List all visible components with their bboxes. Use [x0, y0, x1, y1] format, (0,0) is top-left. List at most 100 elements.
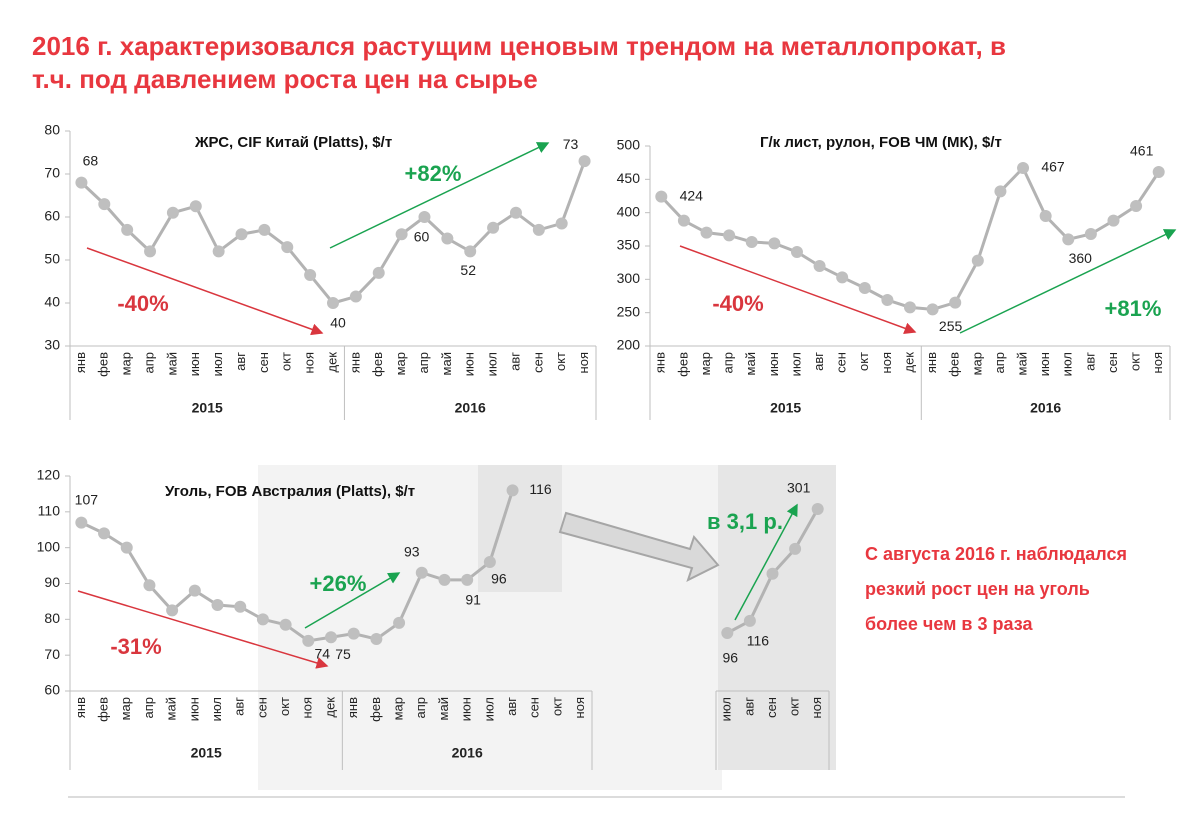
x-tick-label: янв — [653, 352, 668, 373]
data-point — [1084, 228, 1097, 240]
data-point — [395, 228, 408, 241]
y-tick-label: 500 — [617, 137, 641, 153]
data-label: 74 — [315, 646, 331, 662]
x-tick-label: июн — [459, 697, 474, 721]
y-tick-label: 250 — [617, 303, 641, 319]
y-tick-label: 40 — [44, 294, 60, 310]
x-tick-label: фев — [947, 352, 962, 377]
data-point — [166, 206, 179, 219]
data-label: 116 — [747, 633, 770, 649]
trend-arrow — [679, 245, 917, 335]
highlight-area — [718, 465, 836, 770]
data-point — [555, 217, 568, 230]
data-label: 96 — [491, 571, 507, 587]
x-tick-label: фев — [96, 352, 111, 377]
x-tick-label: авг — [232, 697, 247, 716]
x-tick-label: янв — [73, 697, 88, 718]
x-tick-label: апр — [141, 352, 156, 374]
data-point — [120, 541, 133, 554]
x-tick-label: июн — [462, 352, 477, 376]
slide-title: т.ч. под давлением роста цен на сырье — [32, 64, 538, 94]
x-tick-label: янв — [73, 352, 88, 373]
data-label: 360 — [1069, 250, 1093, 266]
y-tick-label: 110 — [38, 503, 61, 519]
data-point — [789, 542, 802, 555]
data-point — [813, 260, 826, 272]
y-tick-label: 90 — [44, 574, 60, 590]
data-label: 116 — [529, 481, 552, 497]
y-tick-label: 70 — [44, 165, 60, 181]
data-point — [234, 600, 247, 613]
data-point — [304, 269, 317, 282]
data-point — [723, 229, 736, 242]
x-tick-label: июн — [1037, 352, 1052, 376]
x-tick-label: авг — [1082, 352, 1097, 371]
data-point — [281, 241, 294, 254]
y-tick-label: 450 — [617, 170, 641, 186]
data-point — [279, 618, 292, 631]
y-tick-label: 80 — [44, 122, 60, 138]
highlight-area — [478, 465, 562, 592]
data-point — [743, 614, 756, 627]
data-point — [904, 301, 916, 314]
slide-title: 2016 г. характеризовался растущим ценовы… — [32, 31, 1006, 61]
x-tick-label: июл — [719, 697, 734, 721]
trend-arrow — [304, 572, 401, 629]
y-tick-label: 120 — [37, 467, 61, 483]
trend-arrow — [77, 590, 329, 669]
data-label: 467 — [1041, 159, 1065, 175]
data-point — [143, 579, 156, 592]
data-point — [926, 303, 939, 316]
data-point — [881, 294, 894, 306]
x-tick-label: янв — [345, 697, 360, 718]
data-point — [75, 516, 88, 529]
data-point — [721, 627, 734, 639]
x-tick-label: сен — [527, 697, 542, 718]
year-label: 2015 — [191, 745, 222, 761]
data-label: 424 — [680, 187, 704, 203]
data-point — [235, 228, 248, 241]
data-point — [327, 297, 339, 309]
x-tick-label: авг — [233, 352, 248, 371]
x-tick-label: фев — [95, 697, 110, 722]
data-point — [700, 226, 713, 239]
x-tick-label: мар — [969, 352, 984, 375]
y-tick-label: 100 — [37, 538, 61, 554]
data-label: 255 — [939, 318, 963, 334]
x-tick-label: сен — [764, 697, 779, 718]
x-tick-label: май — [164, 352, 179, 375]
x-tick-label: дек — [322, 697, 337, 718]
data-point — [98, 527, 111, 540]
annotation: +81% — [1105, 296, 1162, 321]
data-point — [768, 237, 781, 250]
x-tick-label: июн — [187, 352, 202, 376]
data-point — [506, 484, 519, 497]
data-point — [971, 254, 984, 267]
x-tick-label: окт — [549, 697, 564, 716]
x-tick-label: мар — [391, 697, 406, 720]
x-tick-label: окт — [1128, 352, 1143, 371]
data-point — [144, 245, 157, 258]
annotation: +26% — [310, 571, 367, 596]
x-tick-label: ноя — [809, 697, 824, 718]
x-tick-label: авг — [507, 352, 522, 371]
data-point — [483, 556, 496, 568]
x-tick-label: дек — [324, 352, 339, 373]
annotation: +82% — [405, 161, 462, 186]
x-tick-label: июл — [485, 352, 500, 376]
data-label: 52 — [460, 262, 476, 278]
x-tick-label: ноя — [572, 697, 587, 718]
data-point — [75, 176, 88, 189]
data-point — [166, 604, 179, 617]
data-point — [438, 573, 451, 586]
data-point — [1152, 166, 1165, 178]
trend-arrow — [329, 142, 550, 249]
x-tick-label: июл — [209, 697, 224, 721]
data-label: 301 — [787, 480, 811, 496]
data-point — [121, 223, 134, 236]
x-tick-label: апр — [416, 352, 431, 374]
annotation: -40% — [117, 291, 168, 316]
x-tick-label: ноя — [1150, 352, 1165, 373]
year-label: 2016 — [455, 400, 486, 416]
year-label: 2016 — [1030, 400, 1061, 416]
